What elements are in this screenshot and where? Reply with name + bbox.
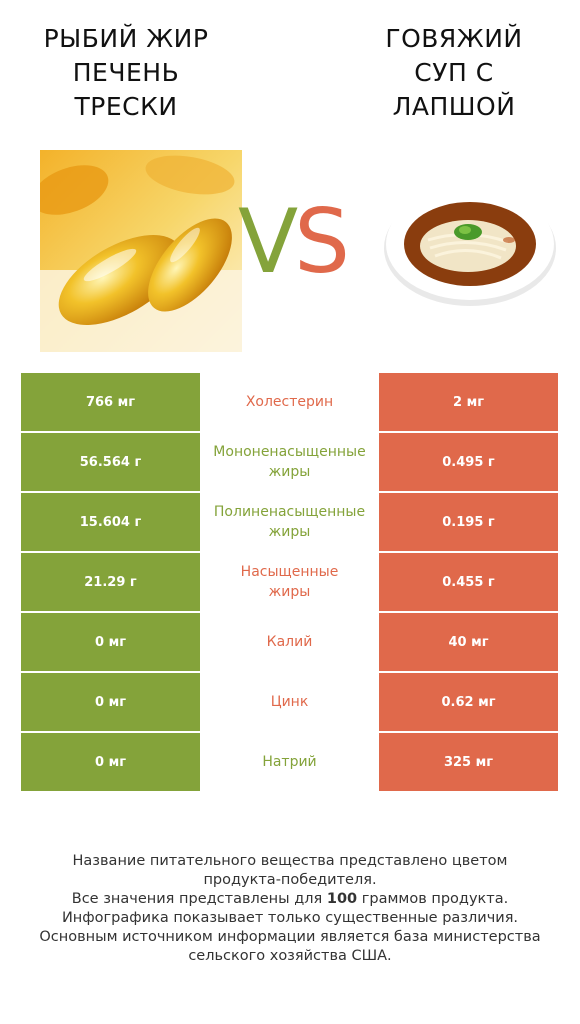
right-value: 0.62 мг bbox=[379, 673, 558, 731]
left-value: 0 мг bbox=[21, 673, 200, 731]
left-value: 766 мг bbox=[21, 373, 200, 431]
table-row: 766 мг Холестерин 2 мг bbox=[21, 373, 558, 431]
fish-oil-capsules-image bbox=[31, 150, 242, 352]
vs-letter-v: V bbox=[237, 190, 298, 293]
left-value: 15.604 г bbox=[21, 493, 200, 551]
vs-label: VS bbox=[222, 192, 362, 292]
footer-line-3: Все значения представлены для 100 граммо… bbox=[10, 890, 570, 909]
table-row: 0 мг Калий 40 мг bbox=[21, 613, 558, 671]
footer-notes: Название питательного вещества представл… bbox=[10, 852, 570, 966]
left-value: 0 мг bbox=[21, 613, 200, 671]
table-row: 0 мг Цинк 0.62 мг bbox=[21, 673, 558, 731]
vs-letter-s: S bbox=[294, 190, 350, 293]
footer-line-4: Инфографика показывает только существенн… bbox=[61, 910, 519, 926]
right-value: 325 мг bbox=[379, 733, 558, 791]
footer-line-5: Основным источником информации является … bbox=[39, 929, 541, 945]
right-value: 0.195 г bbox=[379, 493, 558, 551]
table-row: 15.604 г Полиненасыщенные жиры 0.195 г bbox=[21, 493, 558, 551]
table-row: 21.29 г Насыщенные жиры 0.455 г bbox=[21, 553, 558, 611]
right-value: 40 мг bbox=[379, 613, 558, 671]
right-product-title: ГОВЯЖИЙ СУП С ЛАПШОЙ bbox=[339, 22, 569, 124]
left-value: 21.29 г bbox=[21, 553, 200, 611]
nutrient-label: Натрий bbox=[262, 754, 317, 770]
nutrient-label: Мононенасыщенные жиры bbox=[213, 444, 366, 480]
left-title-line-3: ТРЕСКИ bbox=[74, 92, 178, 121]
footer-line-6: сельского хозяйства США. bbox=[188, 948, 392, 964]
footer-line-3-pre: Все значения представлены для bbox=[71, 891, 327, 907]
footer-line-2: продукта-победителя. bbox=[203, 872, 377, 888]
right-value: 0.455 г bbox=[379, 553, 558, 611]
nutrient-comparison-table: 766 мг Холестерин 2 мг 56.564 г Мононена… bbox=[21, 373, 558, 793]
nutrient-label: Холестерин bbox=[245, 394, 334, 410]
nutrient-label: Цинк bbox=[270, 694, 309, 710]
right-title-line-1: ГОВЯЖИЙ bbox=[385, 24, 523, 53]
right-value: 0.495 г bbox=[379, 433, 558, 491]
footer-line-3-bold: 100 bbox=[326, 891, 358, 907]
left-value: 56.564 г bbox=[21, 433, 200, 491]
left-value: 0 мг bbox=[21, 733, 200, 791]
left-product-title: РЫБИЙ ЖИР ПЕЧЕНЬ ТРЕСКИ bbox=[11, 22, 241, 124]
right-title-line-3: ЛАПШОЙ bbox=[392, 92, 516, 121]
footer-line-3-post: граммов продукта. bbox=[357, 891, 509, 907]
table-row: 56.564 г Мононенасыщенные жиры 0.495 г bbox=[21, 433, 558, 491]
right-title-line-2: СУП С bbox=[414, 58, 494, 87]
footer-line-1: Название питательного вещества представл… bbox=[72, 853, 508, 869]
table-row: 0 мг Натрий 325 мг bbox=[21, 733, 558, 791]
left-title-line-1: РЫБИЙ ЖИР bbox=[43, 24, 209, 53]
nutrient-label: Калий bbox=[266, 634, 313, 650]
nutrient-label: Насыщенные жиры bbox=[240, 564, 339, 600]
left-title-line-2: ПЕЧЕНЬ bbox=[72, 58, 180, 87]
nutrient-label: Полиненасыщенные жиры bbox=[213, 504, 366, 540]
beef-noodle-soup-image bbox=[383, 180, 558, 308]
right-value: 2 мг bbox=[379, 373, 558, 431]
